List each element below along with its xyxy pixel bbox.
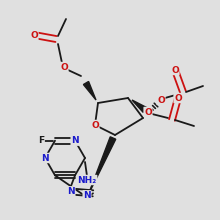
Text: O: O <box>174 94 182 103</box>
Text: O: O <box>144 108 152 117</box>
Polygon shape <box>132 100 147 112</box>
Text: O: O <box>171 66 179 75</box>
Polygon shape <box>88 137 116 195</box>
Text: O: O <box>157 95 165 104</box>
Polygon shape <box>83 81 96 100</box>
Text: N: N <box>67 187 75 196</box>
Text: NH₂: NH₂ <box>77 176 97 185</box>
Text: N: N <box>71 136 79 145</box>
Text: N: N <box>41 154 49 163</box>
Text: O: O <box>91 121 99 130</box>
Text: F: F <box>38 136 44 145</box>
Text: N: N <box>83 191 91 200</box>
Text: O: O <box>60 62 68 72</box>
Text: O: O <box>30 31 38 40</box>
